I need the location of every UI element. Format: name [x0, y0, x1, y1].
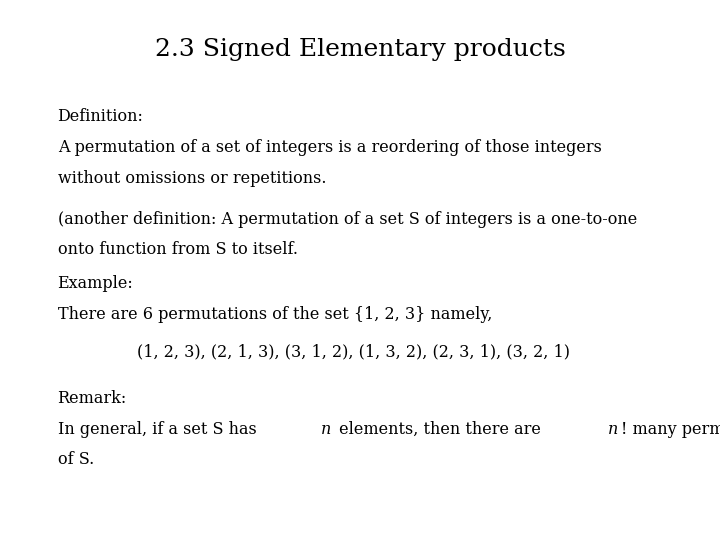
- Text: Example:: Example:: [58, 275, 133, 292]
- Text: 2.3 Signed Elementary products: 2.3 Signed Elementary products: [155, 38, 565, 61]
- Text: A permutation of a set of integers is a reordering of those integers: A permutation of a set of integers is a …: [58, 139, 601, 156]
- Text: ! many permutations: ! many permutations: [621, 421, 720, 437]
- Text: Remark:: Remark:: [58, 390, 127, 407]
- Text: of S.: of S.: [58, 451, 94, 468]
- Text: n: n: [608, 421, 618, 437]
- Text: (another definition: A permutation of a set S of integers is a one-to-one: (another definition: A permutation of a …: [58, 211, 637, 227]
- Text: onto function from S to itself.: onto function from S to itself.: [58, 241, 297, 258]
- Text: n: n: [320, 421, 331, 437]
- Text: There are 6 permutations of the set {1, 2, 3} namely,: There are 6 permutations of the set {1, …: [58, 306, 492, 323]
- Text: (1, 2, 3), (2, 1, 3), (3, 1, 2), (1, 3, 2), (2, 3, 1), (3, 2, 1): (1, 2, 3), (2, 1, 3), (3, 1, 2), (1, 3, …: [137, 343, 570, 360]
- Text: without omissions or repetitions.: without omissions or repetitions.: [58, 170, 326, 186]
- Text: elements, then there are: elements, then there are: [334, 421, 546, 437]
- Text: In general, if a set S has: In general, if a set S has: [58, 421, 261, 437]
- Text: Definition:: Definition:: [58, 108, 143, 125]
